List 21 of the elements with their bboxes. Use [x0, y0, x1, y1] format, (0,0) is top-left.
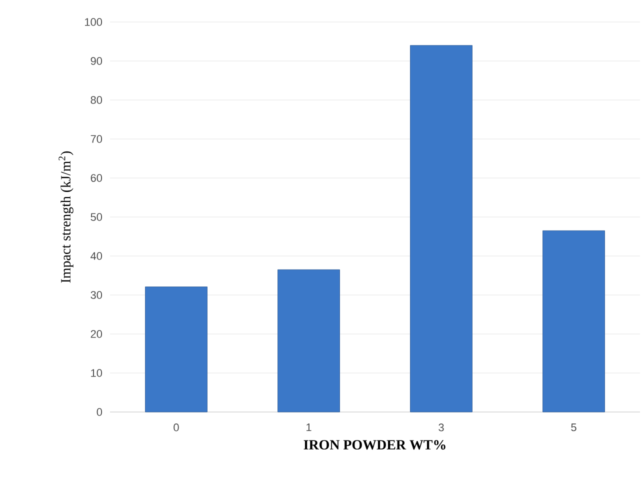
- x-tick-label: 1: [306, 424, 312, 432]
- y-axis-title: Impact strength (kJ/m$^{2}$): [58, 151, 74, 283]
- y-tick-label: 10: [91, 369, 102, 377]
- x-tick-label: 5: [571, 424, 576, 432]
- y-tick-label: 70: [90, 135, 102, 143]
- y-tick-label: 0: [96, 408, 102, 416]
- bar: [278, 269, 340, 412]
- y-tick-label: 30: [90, 291, 102, 299]
- x-tick-label: 0: [174, 424, 179, 432]
- x-axis-title: IRON POWDER WT%: [304, 440, 446, 450]
- bar: [145, 286, 208, 412]
- bar: [410, 45, 472, 412]
- y-tick-label: 60: [90, 174, 102, 182]
- y-tick-label: 90: [90, 57, 102, 65]
- y-tick-label: 50: [90, 213, 102, 221]
- x-tick-label: 3: [438, 424, 444, 432]
- y-tick-label: 80: [90, 96, 102, 104]
- y-tick-label: 40: [90, 252, 102, 260]
- y-tick-label: 100: [85, 18, 102, 26]
- y-tick-label: 20: [90, 330, 102, 338]
- bar: [542, 230, 605, 412]
